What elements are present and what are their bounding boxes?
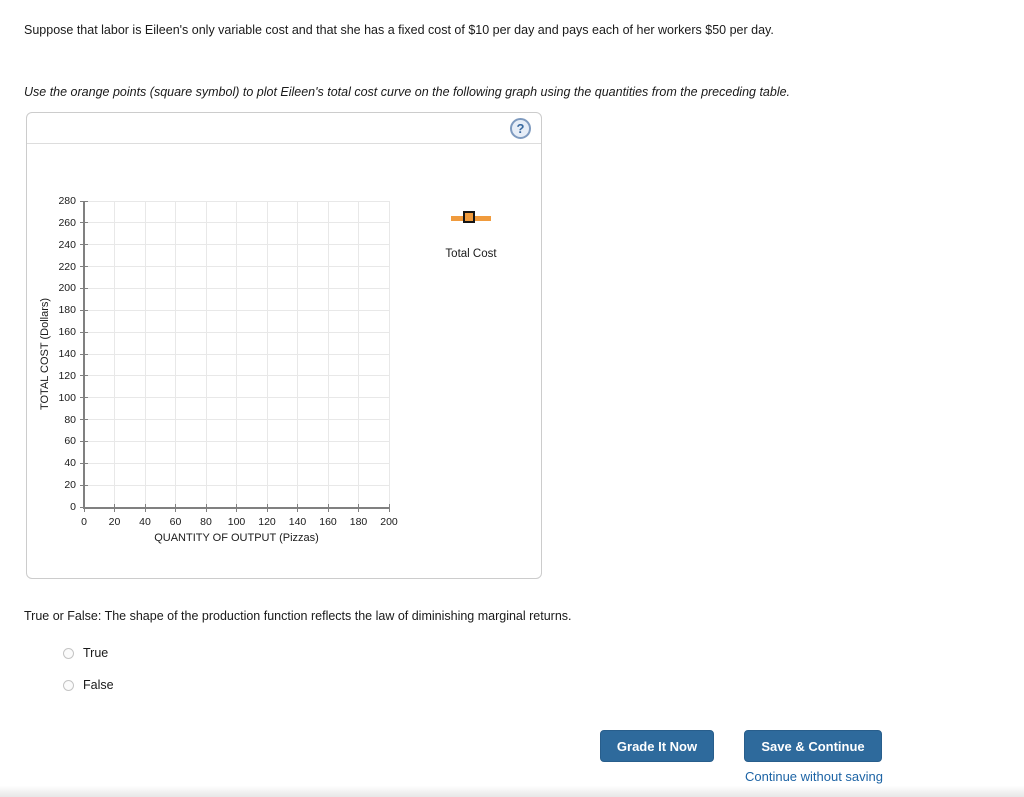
y-tick-mark xyxy=(80,484,88,486)
x-tick-label: 80 xyxy=(200,516,212,528)
total-cost-point-icon[interactable] xyxy=(426,211,516,227)
y-tick-label: 240 xyxy=(58,238,76,251)
y-tick-mark xyxy=(80,506,88,508)
x-tick-label: 60 xyxy=(169,516,182,528)
y-tick-mark xyxy=(80,244,88,246)
y-tick-mark xyxy=(80,397,88,399)
grid-line-horizontal xyxy=(84,484,389,486)
y-tick-mark xyxy=(80,353,88,355)
grid-line-horizontal xyxy=(84,419,389,421)
radio-button-true[interactable] xyxy=(63,647,74,659)
y-axis xyxy=(83,201,85,509)
y-tick-mark xyxy=(80,309,88,311)
grid-line-horizontal xyxy=(84,266,389,268)
graph-panel-header: ? xyxy=(27,113,541,144)
x-tick-label: 180 xyxy=(349,516,368,528)
y-tick-label: 180 xyxy=(58,304,76,317)
y-tick-mark xyxy=(80,462,88,464)
x-tick-mark xyxy=(83,504,85,512)
x-tick-mark xyxy=(327,504,329,512)
grid-line-horizontal xyxy=(84,287,389,289)
y-tick-label: 20 xyxy=(64,479,76,492)
x-tick-label: 0 xyxy=(81,516,87,528)
radio-option-false[interactable]: False xyxy=(63,678,114,692)
radio-label-false[interactable]: False xyxy=(83,678,114,692)
x-tick-label: 160 xyxy=(319,516,337,528)
grid-line-horizontal xyxy=(84,397,389,399)
grid-line-horizontal xyxy=(84,309,389,311)
y-tick-label: 260 xyxy=(58,216,76,229)
y-tick-label: 120 xyxy=(58,369,76,382)
x-tick-mark xyxy=(388,504,390,512)
true-false-question: True or False: The shape of the producti… xyxy=(24,609,572,623)
y-tick-mark xyxy=(80,440,88,442)
legend-square-icon xyxy=(463,211,475,223)
x-tick-label: 100 xyxy=(227,516,246,528)
y-tick-mark xyxy=(80,200,88,202)
y-tick-mark xyxy=(80,266,88,268)
y-tick-label: 0 xyxy=(70,501,76,513)
x-tick-label: 140 xyxy=(288,516,307,528)
y-tick-mark xyxy=(80,331,88,333)
graph-panel: ? TOTAL COST (Dollars) QUANTITY OF OUTPU… xyxy=(26,112,542,579)
x-tick-label: 120 xyxy=(258,516,276,528)
save-and-continue-button[interactable]: Save & Continue xyxy=(744,730,882,762)
x-tick-label: 200 xyxy=(380,516,398,528)
x-tick-mark xyxy=(266,504,268,512)
x-tick-label: 20 xyxy=(108,516,121,528)
grid-line-horizontal xyxy=(84,440,389,442)
grid-line-horizontal xyxy=(84,353,389,355)
legend: Total Cost xyxy=(426,211,516,260)
x-tick-mark xyxy=(205,504,207,512)
bottom-edge-strip xyxy=(0,786,1024,797)
x-tick-mark xyxy=(236,504,237,512)
y-tick-mark xyxy=(80,419,88,421)
y-tick-label: 80 xyxy=(64,413,76,426)
grid-line-vertical xyxy=(388,201,390,507)
x-tick-label: 40 xyxy=(139,516,151,528)
grid-line-horizontal xyxy=(84,331,389,333)
help-icon[interactable]: ? xyxy=(510,118,531,139)
intro-text: Suppose that labor is Eileen's only vari… xyxy=(24,23,774,37)
x-axis-title: QUANTITY OF OUTPUT (Pizzas) xyxy=(154,532,319,544)
radio-option-true[interactable]: True xyxy=(63,646,108,660)
y-tick-label: 140 xyxy=(58,348,76,360)
y-tick-label: 60 xyxy=(64,435,76,448)
y-tick-label: 100 xyxy=(58,391,76,404)
x-tick-mark xyxy=(175,504,176,512)
radio-label-true[interactable]: True xyxy=(83,646,109,660)
y-tick-mark xyxy=(80,222,88,224)
chart: TOTAL COST (Dollars) QUANTITY OF OUTPUT … xyxy=(27,113,541,578)
y-tick-mark xyxy=(80,287,88,289)
x-tick-mark xyxy=(144,504,146,512)
y-tick-label: 280 xyxy=(58,195,76,207)
grid-line-horizontal xyxy=(84,375,389,377)
x-tick-mark xyxy=(114,504,115,512)
y-tick-label: 160 xyxy=(58,326,76,339)
x-tick-mark xyxy=(297,504,298,512)
continue-without-saving-link[interactable]: Continue without saving xyxy=(744,769,884,784)
instruction-text: Use the orange points (square symbol) to… xyxy=(24,85,791,99)
y-tick-label: 200 xyxy=(58,282,76,295)
grid-line-horizontal xyxy=(84,222,389,224)
y-tick-mark xyxy=(80,375,88,377)
grade-it-now-button[interactable]: Grade It Now xyxy=(600,730,714,762)
legend-label: Total Cost xyxy=(445,248,497,260)
grid-line-horizontal xyxy=(84,200,389,202)
radio-button-false[interactable] xyxy=(63,679,74,691)
y-tick-label: 40 xyxy=(64,457,76,470)
grid-line-horizontal xyxy=(84,244,389,246)
grid-line-horizontal xyxy=(84,462,389,464)
x-tick-mark xyxy=(358,504,359,512)
y-tick-label: 220 xyxy=(58,260,76,273)
